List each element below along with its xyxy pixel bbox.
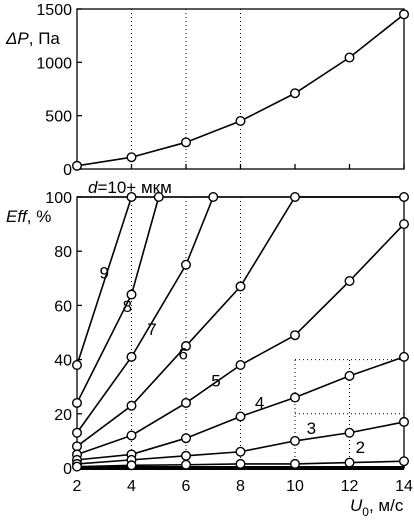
efficiency-line-9 <box>76 196 133 366</box>
velocity-axis-label-main: U <box>350 496 363 515</box>
pressure-axis-label-unit: , Па <box>29 29 61 48</box>
efficiency-point-6 <box>180 341 191 352</box>
pressure-drop-point <box>71 160 82 171</box>
velocity-axis-label: U0, м/с <box>350 496 404 519</box>
pressure-axis-label-main: ΔP <box>5 29 29 48</box>
efficiency-point-2 <box>126 460 137 471</box>
efficiency-point-4 <box>399 351 410 362</box>
particle-size-label-rest: =10+ мкм <box>97 178 171 197</box>
efficiency-point-5 <box>399 219 410 230</box>
series-label-9: 9 <box>100 263 109 282</box>
efficiency-axis-label-unit: , % <box>27 207 52 226</box>
efficiency-line-6 <box>76 196 404 447</box>
y-tick-label: 0 <box>63 461 72 478</box>
y-tick-label: 100 <box>45 190 72 207</box>
efficiency-point-3 <box>290 435 301 446</box>
efficiency-point-5 <box>290 330 301 341</box>
pressure-drop-point <box>126 152 137 163</box>
efficiency-point-3 <box>399 416 410 427</box>
pressure-drop-point <box>399 9 410 20</box>
efficiency-point-2 <box>290 458 301 469</box>
efficiency-point-3 <box>180 450 191 461</box>
efficiency-point-7 <box>180 259 191 270</box>
efficiency-point-7 <box>208 191 219 202</box>
efficiency-point-4 <box>290 392 301 403</box>
efficiency-point-6 <box>399 191 410 202</box>
efficiency-point-5 <box>344 276 355 287</box>
x-tick-label: 8 <box>236 478 245 495</box>
series-label-5: 5 <box>211 372 220 391</box>
series-label-3: 3 <box>307 419 316 438</box>
efficiency-point-7 <box>71 427 82 438</box>
efficiency-point-9 <box>126 191 137 202</box>
efficiency-point-8 <box>71 397 82 408</box>
efficiency-point-8 <box>126 289 137 300</box>
y-tick-label: 1000 <box>36 55 72 72</box>
efficiency-line-7 <box>76 196 214 434</box>
particle-size-label-main: d <box>88 178 98 197</box>
pressure-drop-point <box>235 115 246 126</box>
velocity-axis-label-unit: , м/с <box>369 496 404 515</box>
efficiency-point-3 <box>235 446 246 457</box>
pressure-drop-point <box>180 137 191 148</box>
pressure-axis-label: ΔP, Па <box>5 29 60 48</box>
efficiency-point-5 <box>180 397 191 408</box>
series-label-8: 8 <box>123 297 132 316</box>
particle-size-label: d=10+ мкм <box>88 178 172 197</box>
x-tick-label: 12 <box>341 478 359 495</box>
efficiency-point-2 <box>399 456 410 467</box>
x-tick-label: 10 <box>286 478 304 495</box>
y-tick-label: 40 <box>54 353 72 370</box>
efficiency-point-8 <box>153 191 164 202</box>
efficiency-point-6 <box>71 441 82 452</box>
pressure-drop-plot: 0 500 1000 1500 <box>36 2 410 179</box>
efficiency-axis-label-main: Eff <box>6 207 29 226</box>
efficiency-point-7 <box>126 351 137 362</box>
y-tick-label: 500 <box>45 109 72 126</box>
velocity-axis-label-sub: 0 <box>362 505 369 519</box>
efficiency-point-2 <box>235 458 246 469</box>
series-label-2: 2 <box>356 438 365 457</box>
series-label-6: 6 <box>179 345 188 364</box>
efficiency-point-2 <box>180 459 191 470</box>
efficiency-axis-label: Eff, % <box>6 207 51 226</box>
series-label-4: 4 <box>255 393 264 412</box>
y-tick-label: 80 <box>54 244 72 261</box>
x-tick-label: 4 <box>127 478 136 495</box>
efficiency-point-6 <box>290 191 301 202</box>
efficiency-point-5 <box>235 360 246 371</box>
x-tick-label: 14 <box>395 478 413 495</box>
y-tick-label: 1500 <box>36 2 72 19</box>
efficiency-point-4 <box>344 370 355 381</box>
x-tick-label: 6 <box>182 478 191 495</box>
efficiency-point-4 <box>235 411 246 422</box>
efficiency-point-6 <box>126 400 137 411</box>
y-tick-label: 0 <box>63 162 72 179</box>
y-tick-label: 20 <box>54 407 72 424</box>
series-label-7: 7 <box>147 320 156 339</box>
efficiency-point-9 <box>71 360 82 371</box>
pressure-drop-point <box>290 88 301 99</box>
efficiency-point-2 <box>344 457 355 468</box>
x-tick-label: 2 <box>73 478 82 495</box>
efficiency-point-4 <box>180 433 191 444</box>
efficiency-point-6 <box>235 281 246 292</box>
efficiency-point-5 <box>126 430 137 441</box>
efficiency-point-3 <box>344 427 355 438</box>
efficiency-point-2 <box>71 461 82 472</box>
efficiency-line-8 <box>76 196 160 404</box>
y-tick-label: 60 <box>54 298 72 315</box>
pressure-drop-point <box>344 52 355 63</box>
